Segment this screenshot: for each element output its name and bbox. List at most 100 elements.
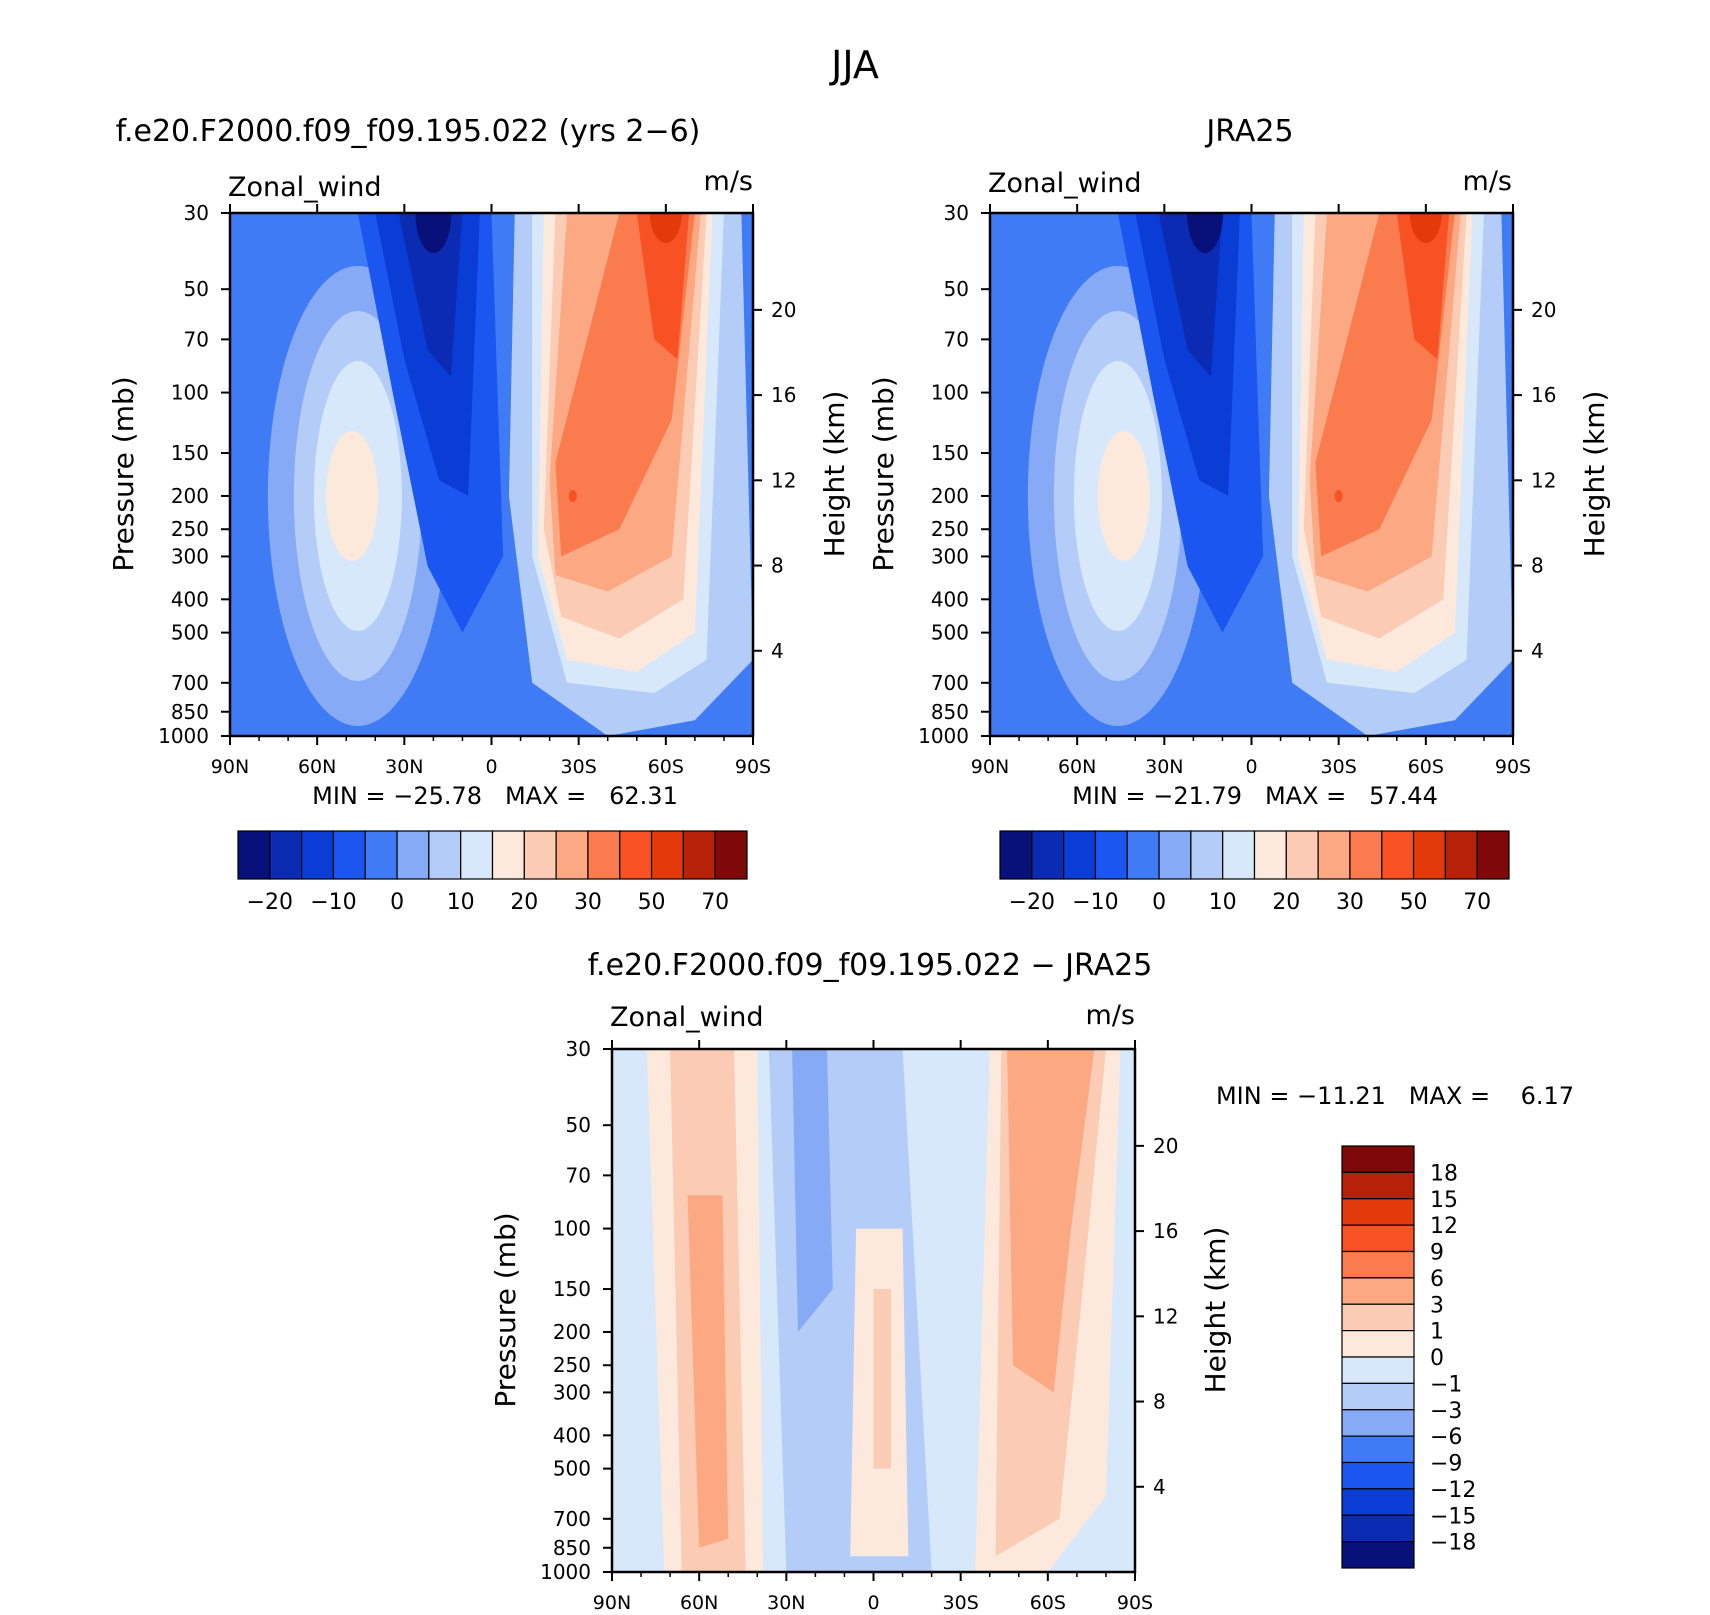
easterly-20 (398, 213, 463, 377)
y-tick-label: 70 (944, 327, 969, 351)
y-tick-label: 500 (553, 1457, 591, 1481)
y-tick-label: 400 (553, 1423, 591, 1447)
field-model (230, 213, 753, 736)
x-tick-label: 0 (485, 756, 497, 778)
sh-jet-60 (1409, 213, 1442, 243)
y2-tick-label: 8 (1153, 1390, 1166, 1414)
x-tick-label: 30S (1321, 756, 1357, 778)
plot-area-obs: 90N 60N 30N 0 30S 60S 90S 30 50 70 100 150 200 250 300… (918, 201, 1556, 778)
colorbar-label: 6 (1430, 1267, 1444, 1292)
units-label-diff: m/s (1086, 1000, 1135, 1031)
colorbar-swatch (1381, 830, 1415, 880)
colorbar-swatch (587, 830, 621, 880)
easterly-core (415, 213, 452, 253)
colorbar-label: 15 (1430, 1188, 1458, 1213)
y-tick-label: 50 (566, 1113, 591, 1137)
y2-tick-label: 12 (1153, 1304, 1178, 1328)
colorbar-label: −9 (1430, 1452, 1462, 1477)
y-tick-label: 100 (553, 1217, 591, 1241)
y2-tick-label: 8 (1531, 554, 1544, 578)
colorbar-swatch (1341, 1303, 1415, 1332)
y-tick-label: 300 (931, 544, 969, 568)
y-tick-label: 400 (171, 587, 209, 611)
ylabel-diff: Pressure (mb) (489, 1212, 522, 1407)
colorbar-swatch (1341, 1409, 1415, 1437)
y2-tick-label: 16 (1531, 383, 1556, 407)
page-title: JJA (829, 43, 879, 87)
nh-jet-core (1097, 430, 1150, 561)
y-tick-label: 1000 (918, 724, 969, 748)
y-tick-label: 500 (931, 621, 969, 645)
y-tick-label: 200 (553, 1320, 591, 1344)
colorbar-swatch (1341, 1356, 1415, 1384)
colorbar-swatch (460, 830, 494, 880)
panel-title-diff: f.e20.F2000.f09_f09.195.022 − JRA25 (588, 948, 1153, 983)
variable-label-model: Zonal_wind (228, 172, 382, 203)
y-tick-label: 50 (944, 277, 969, 301)
x-tick-label: 0 (867, 1592, 879, 1611)
sh-jet-60 (649, 213, 682, 243)
x-tick-label: 60N (680, 1592, 718, 1611)
panel-diff: f.e20.F2000.f09_f09.195.022 − JRA25 Zona… (489, 948, 1574, 1614)
y-tick-label: 400 (931, 587, 969, 611)
colorbar-swatch (1317, 830, 1351, 880)
y2label-obs: Height (km) (1578, 391, 1611, 558)
colorbar-swatch (1341, 1250, 1415, 1279)
y-tick-label: 100 (931, 381, 969, 405)
colorbar-swatch (1444, 830, 1478, 880)
y2-tick-label: 16 (771, 383, 796, 407)
y-tick-label: 200 (171, 484, 209, 508)
colorbar-swatch (714, 830, 748, 880)
colorbar-swatch (1341, 1514, 1415, 1543)
colorbar-swatch (1341, 1330, 1415, 1358)
plot-area-diff: 90N 60N 30N 0 30S 60S 90S 30 50 70 100 150 200 250 300… (540, 1037, 1178, 1614)
colorbar-swatch (301, 830, 335, 880)
x-tick-label: 90S (1117, 1592, 1153, 1611)
colorbar-label: 18 (1430, 1161, 1458, 1186)
colorbar-label: 1 (1430, 1320, 1444, 1345)
sh-subtropical-core (1334, 489, 1343, 502)
colorbar-swatch (1349, 830, 1383, 880)
colorbar-label: 10 (447, 890, 475, 915)
colorbar-swatch (1476, 830, 1510, 880)
field-obs (990, 213, 1513, 736)
colorbar-label: 10 (1209, 890, 1237, 915)
y-tick-label: 700 (171, 671, 209, 695)
nh-jet-core (326, 430, 379, 561)
y2-tick-label: 4 (771, 639, 784, 663)
y-tick-label: 1000 (540, 1560, 591, 1584)
colorbar-swatch (396, 830, 430, 880)
colorbar-swatch (1253, 830, 1287, 880)
colorbar-swatch (1031, 830, 1065, 880)
colorbar-model: −20 −10 0 10 20 30 50 70 (237, 830, 748, 915)
easterly-20 (1158, 213, 1223, 377)
units-label-obs: m/s (1463, 166, 1512, 197)
colorbar-swatch (999, 830, 1033, 880)
variable-label-diff: Zonal_wind (610, 1002, 764, 1033)
colorbar-swatch (269, 830, 303, 880)
y-tick-label: 100 (171, 381, 209, 405)
y-tick-label: 50 (184, 277, 209, 301)
colorbar-swatch (1341, 1435, 1415, 1464)
y2-tick-label: 12 (771, 468, 796, 492)
colorbar-swatch (1285, 830, 1319, 880)
variable-label-obs: Zonal_wind (988, 168, 1142, 199)
colorbar-swatch (650, 830, 684, 880)
field-diff (612, 1049, 1135, 1572)
x-tick-label: 60S (1408, 756, 1444, 778)
x-tick-label: 30S (943, 1592, 979, 1611)
y2label-model: Height (km) (818, 391, 851, 558)
colorbar-swatch (682, 830, 716, 880)
y-tick-label: 500 (171, 621, 209, 645)
colorbar-swatch (237, 830, 271, 880)
colorbar-swatch (1158, 830, 1192, 880)
y2-tick-label: 20 (1531, 298, 1556, 322)
colorbar-swatch (1190, 830, 1224, 880)
colorbar-swatch (491, 830, 525, 880)
colorbar-swatch (555, 830, 589, 880)
plot-area-model: 90N 60N 30N 0 30S 60S 90S 30 50 70 100 150 200 250 300… (158, 201, 796, 778)
colorbar-swatch (523, 830, 557, 880)
colorbar-label: −3 (1430, 1399, 1462, 1424)
panel-model: f.e20.F2000.f09_f09.195.022 (yrs 2−6) Zo… (107, 114, 851, 915)
